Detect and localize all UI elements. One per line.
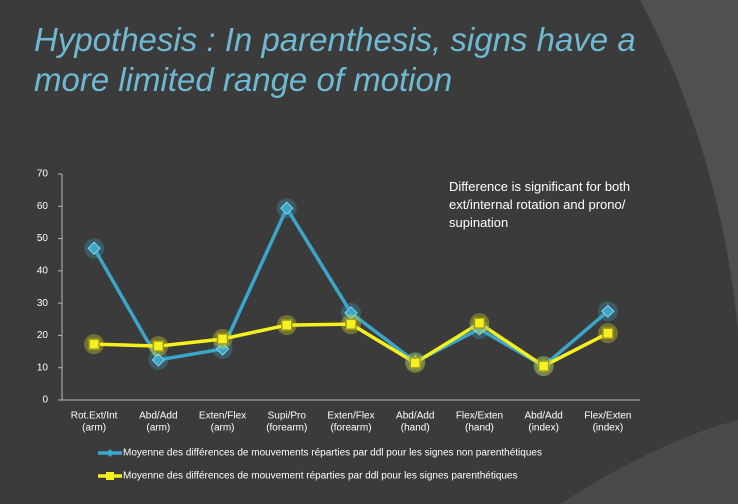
x-tick-label: Rot.Ext/Int xyxy=(71,411,118,422)
marker xyxy=(151,353,166,367)
x-tick-label: Exten/Flex xyxy=(327,411,374,422)
marker xyxy=(409,357,421,369)
marker xyxy=(602,327,614,339)
slide-title: Hypothesis : In parenthesis, signs have … xyxy=(34,21,636,98)
y-tick-label: 0 xyxy=(42,395,48,406)
marker xyxy=(601,304,615,318)
marker xyxy=(87,241,101,255)
marker xyxy=(280,201,294,215)
x-tick-label: Abd/Add xyxy=(139,411,177,422)
x-tick-label: (arm) xyxy=(146,423,170,434)
x-tick-label: (index) xyxy=(528,423,559,434)
x-tick-label: (forearm) xyxy=(330,423,371,434)
y-tick-label: 30 xyxy=(37,298,49,309)
background-arc xyxy=(640,0,738,330)
x-tick-label: Flex/Exten xyxy=(584,411,631,422)
marker xyxy=(281,319,293,331)
marker xyxy=(473,317,486,329)
marker xyxy=(152,340,165,352)
legend-marker xyxy=(106,472,114,480)
y-tick-label: 60 xyxy=(37,201,49,212)
x-tick-label: (hand) xyxy=(401,423,430,434)
x-tick-label: Exten/Flex xyxy=(199,411,246,422)
x-tick-label: Abd/Add xyxy=(396,411,434,422)
marker xyxy=(216,333,229,345)
background-arc xyxy=(560,420,738,504)
marker xyxy=(537,360,550,372)
marker xyxy=(88,338,100,350)
x-tick-label: Abd/Add xyxy=(524,411,562,422)
y-tick-label: 70 xyxy=(37,169,49,180)
y-tick-label: 40 xyxy=(37,265,49,276)
legend-label: Moyenne des différences de mouvements ré… xyxy=(123,448,542,459)
x-tick-label: (index) xyxy=(593,423,624,434)
x-tick-label: (forearm) xyxy=(266,423,307,434)
y-tick-label: 20 xyxy=(37,330,49,341)
x-tick-label: Supi/Pro xyxy=(268,411,307,422)
marker xyxy=(345,318,357,330)
x-tick-label: (arm) xyxy=(82,423,106,434)
y-tick-label: 10 xyxy=(37,362,49,373)
x-tick-label: (hand) xyxy=(465,423,494,434)
y-tick-label: 50 xyxy=(37,233,49,244)
legend-label: Moyenne des différences de mouvement rép… xyxy=(123,471,518,482)
x-tick-label: Flex/Exten xyxy=(456,411,503,422)
x-tick-label: (arm) xyxy=(211,423,235,434)
annotation: Difference is significant for both ext/i… xyxy=(449,179,631,230)
marker xyxy=(215,342,230,356)
legend-marker xyxy=(106,449,114,457)
